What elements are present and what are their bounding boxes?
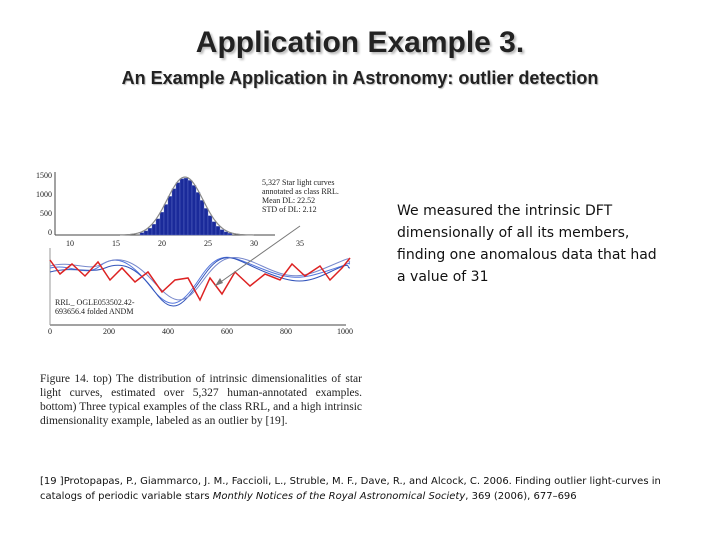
outlier-curve [49,257,351,302]
histogram-bar [167,196,173,236]
histogram-bar [147,227,153,236]
histogram-bar [187,180,193,236]
y-tick-label: 0 [48,228,52,237]
histogram-bar [207,215,213,236]
histogram-bar [211,221,217,236]
histogram-bar [183,177,189,236]
histogram-bar [223,231,229,236]
x-tick-label: 800 [280,327,292,336]
histogram-bar [143,230,149,236]
annotation: Mean DL: 22.52 [262,196,315,205]
histogram: 1500 1000 500 0 10 15 20 25 30 35 5,327 Star light… [36,171,339,248]
curve [49,257,351,301]
x-tick-label: 1000 [337,327,353,336]
histogram-bar [227,233,233,236]
histogram-bar [139,232,145,236]
y-tick-label: 1000 [36,190,52,199]
annotation: 5,327 Star light curves [262,178,334,187]
histogram-bar [195,192,201,236]
histogram-bar [199,200,205,236]
histogram-bar [171,188,177,236]
x-tick-label: 600 [221,327,233,336]
title: Application Example 3. [195,26,525,59]
y-tick-label: 500 [40,209,52,218]
arrow [214,225,301,287]
histogram-bar [159,211,165,236]
histogram-bar [219,229,225,236]
histogram-bar [151,223,157,236]
subtitle: An Example Application in Astronomy: out… [121,68,599,88]
histogram-bar [179,178,185,236]
x-tick-label: 400 [162,327,174,336]
histogram-bar [215,226,221,236]
reference-text: , 369 (2006), 677–696 [465,491,577,502]
annotation: STD of DL: 2.12 [262,205,317,214]
curve [49,257,351,307]
histogram-bar [203,208,209,236]
x-tick-label: 35 [296,239,304,248]
reference: [19 ]Protopapas, P., Giammarco, J. M., F… [40,474,670,504]
outlier-label: RRL_ OGLE053502.42- [55,298,135,307]
histogram-bar [175,182,181,236]
figure: 1500 1000 500 0 10 15 20 25 30 35 5,327 Star light… [36,171,353,336]
body-text: We measured the intrinsic DFT dimensiona… [397,203,657,285]
reference-text: [19 ]Protopapas, P., Giammarco, J. M., F… [40,476,661,502]
x-tick-label: 25 [204,239,212,248]
fit-curve [120,176,255,236]
caption: Figure 14. top) The distribution of intr… [40,373,362,427]
x-tick-label: 0 [48,327,52,336]
annotation: annotated as class RRL. [262,187,339,196]
x-tick-label: 10 [66,239,74,248]
x-tick-label: 200 [103,327,115,336]
x-tick-label: 15 [112,239,120,248]
x-tick-label: 20 [158,239,166,248]
histogram-bar [191,185,197,236]
journal: Monthly Notices of the Royal Astronomica… [212,491,466,502]
arrow-head [215,278,223,286]
outlier-label: 693656.4 folded ANDM [55,307,133,316]
histogram-bar [163,204,169,236]
histogram-bar [155,218,161,236]
y-tick-label: 1500 [36,171,52,180]
x-tick-label: 30 [250,239,258,248]
